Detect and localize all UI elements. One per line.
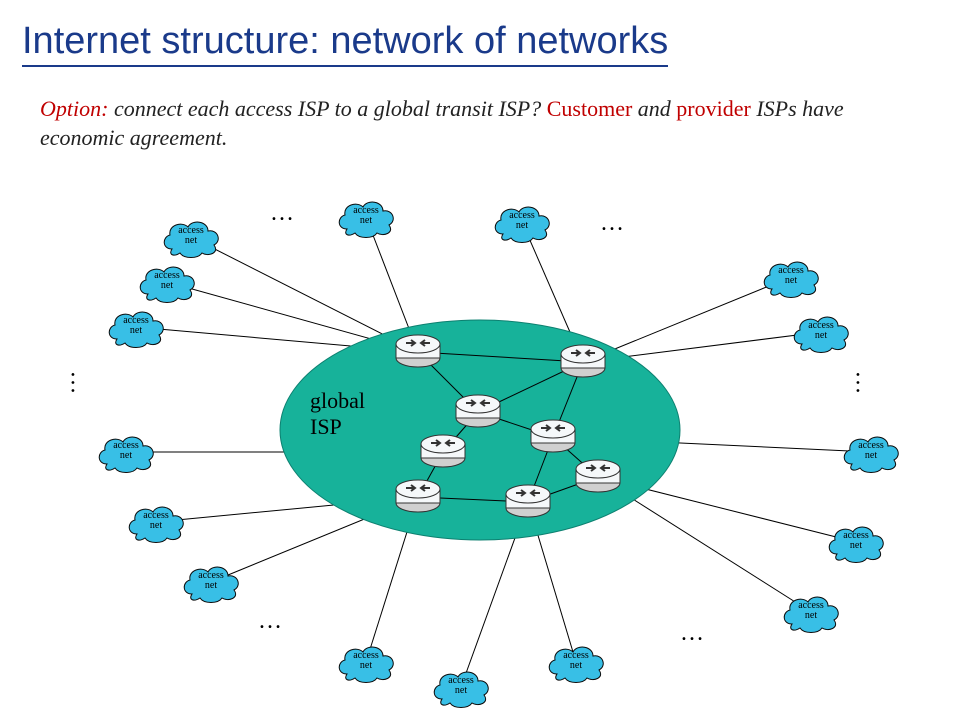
access-net-label: accessnet — [154, 271, 180, 291]
router-icon — [505, 484, 551, 523]
access-net-label: accessnet — [198, 571, 224, 591]
access-net-cloud: accessnet — [780, 590, 842, 634]
global-isp-label: globalISP — [310, 388, 365, 440]
access-net-cloud: accessnet — [840, 430, 902, 474]
ellipsis: … — [65, 371, 92, 397]
access-net-label: accessnet — [858, 441, 884, 461]
access-net-label: accessnet — [778, 266, 804, 286]
access-net-cloud: accessnet — [430, 665, 492, 709]
access-net-cloud: accessnet — [95, 430, 157, 474]
access-net-cloud: accessnet — [790, 310, 852, 354]
ellipsis: … — [680, 620, 706, 647]
access-net-cloud: accessnet — [760, 255, 822, 299]
access-net-cloud: accessnet — [160, 215, 222, 259]
router-icon — [420, 434, 466, 473]
router-icon — [560, 344, 606, 383]
access-net-cloud: accessnet — [335, 195, 397, 239]
access-net-cloud: accessnet — [545, 640, 607, 684]
access-net-label: accessnet — [563, 651, 589, 671]
access-net-cloud: accessnet — [180, 560, 242, 604]
ellipsis: … — [270, 200, 296, 227]
access-net-cloud: accessnet — [335, 640, 397, 684]
access-net-label: accessnet — [448, 676, 474, 696]
router-icon — [395, 479, 441, 518]
access-net-label: accessnet — [808, 321, 834, 341]
access-net-label: accessnet — [353, 651, 379, 671]
access-net-label: accessnet — [509, 211, 535, 231]
access-net-label: accessnet — [123, 316, 149, 336]
access-net-cloud: accessnet — [136, 260, 198, 304]
access-net-label: accessnet — [113, 441, 139, 461]
access-net-label: accessnet — [353, 206, 379, 226]
ellipsis: … — [258, 608, 284, 635]
router-icon — [575, 459, 621, 498]
router-icon — [455, 394, 501, 433]
access-net-cloud: accessnet — [825, 520, 887, 564]
router-icon — [530, 419, 576, 458]
access-net-cloud: accessnet — [491, 200, 553, 244]
access-net-cloud: accessnet — [105, 305, 167, 349]
access-net-label: accessnet — [178, 226, 204, 246]
access-net-cloud: accessnet — [125, 500, 187, 544]
ellipsis: … — [600, 210, 626, 237]
access-net-label: accessnet — [843, 531, 869, 551]
access-net-label: accessnet — [798, 601, 824, 621]
ellipsis: … — [850, 371, 877, 397]
access-net-label: accessnet — [143, 511, 169, 531]
router-icon — [395, 334, 441, 373]
